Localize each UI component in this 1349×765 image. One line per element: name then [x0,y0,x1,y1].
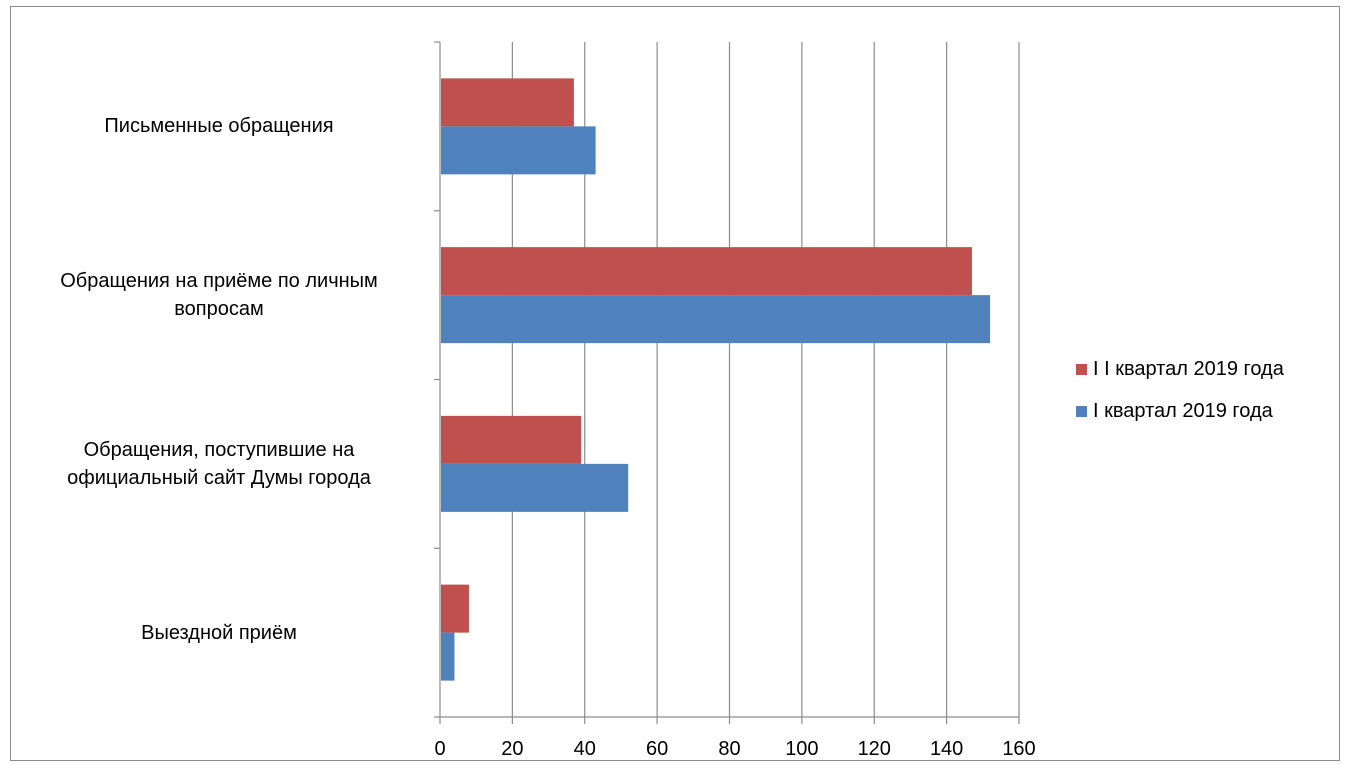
legend-item-series-2: I квартал 2019 года [1076,397,1284,425]
x-tick-label: 100 [785,738,819,760]
bar-series-2-category-2 [441,295,991,344]
category-label: Выездной приём [10,619,428,647]
legend-label-series-1: I I квартал 2019 года [1093,357,1284,380]
legend-label-series-2: I квартал 2019 года [1093,399,1273,422]
x-tick-label: 60 [646,738,669,760]
category-label-line: Выездной приём [141,621,297,644]
category-label-line: Обращения на приёме по личным [60,270,378,293]
x-tick-label: 160 [1002,738,1036,760]
x-tick-label: 120 [857,738,891,760]
legend-swatch-series-2 [1076,405,1087,417]
chart-frame [10,6,1340,761]
bar-series-1-category-1 [441,78,574,127]
x-tick-label: 80 [718,738,741,760]
category-label-line: вопросам [174,298,264,321]
bar-series-2-category-3 [441,463,629,512]
legend: I I квартал 2019 года I квартал 2019 год… [1076,355,1284,439]
category-label-line: Письменные обращения [104,115,334,138]
legend-swatch-series-1 [1076,363,1087,375]
category-label-line: Обращения, поступившие на [83,438,355,461]
bar-series-1-category-4 [441,584,469,633]
bar-series-2-category-4 [441,632,455,681]
x-tick-label: 40 [573,738,596,760]
category-label: Обращения, поступившие на официальный сай… [10,436,428,492]
bar-series-1-category-2 [441,247,972,296]
category-label-line: официальный сайт Думы города [67,466,371,489]
category-label: Письменные обращения [10,112,428,140]
legend-item-series-1: I I квартал 2019 года [1076,355,1284,383]
x-tick-label: 140 [929,738,964,760]
category-label: Обращения на приёме по личным вопросам [10,267,428,323]
bar-series-2-category-1 [441,126,596,175]
bar-series-1-category-3 [441,415,582,464]
x-tick-label: 0 [434,738,446,760]
x-tick-label: 20 [501,738,524,760]
